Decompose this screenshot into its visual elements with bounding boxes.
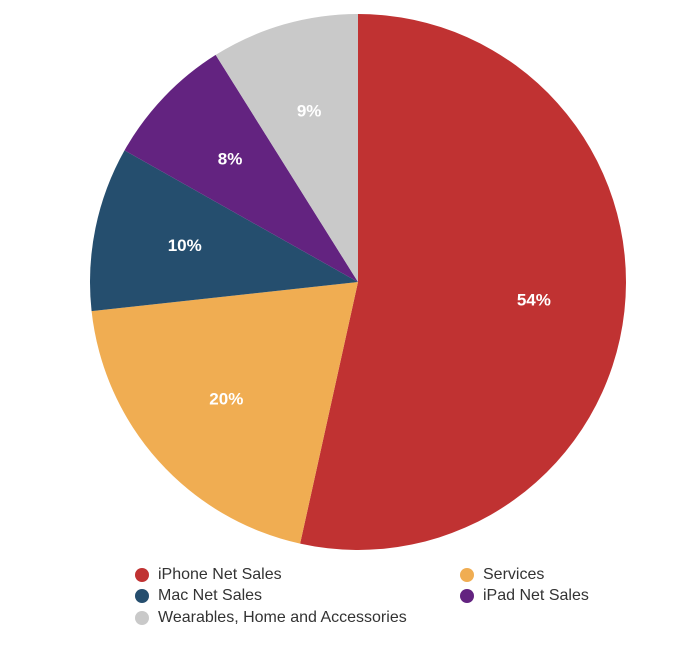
legend-label-services: Services <box>483 566 545 583</box>
pie-slice-services <box>91 282 358 544</box>
legend-item-mac-net-sales: Mac Net Sales <box>135 586 262 606</box>
pie-slice-label-ipad-net-sales: 8% <box>218 149 243 168</box>
pie-slice-iphone-net-sales <box>300 14 627 550</box>
legend-item-iphone-net-sales: iPhone Net Sales <box>135 565 282 585</box>
pie-slice-mac-net-sales <box>90 150 358 312</box>
legend-item-wearables-home-accessories: Wearables, Home and Accessories <box>135 608 407 628</box>
pie-slice-label-mac-net-sales: 10% <box>168 236 202 255</box>
chart-legend: iPhone Net Sales Services Mac Net Sales … <box>135 565 635 635</box>
pie-slice-label-iphone-net-sales: 54% <box>517 291 551 310</box>
legend-item-ipad-net-sales: iPad Net Sales <box>460 586 589 606</box>
pie-slice-wearables-home-and-accessories <box>215 14 358 282</box>
legend-label-wearables-home-accessories: Wearables, Home and Accessories <box>158 609 407 626</box>
legend-swatch-services <box>460 568 474 582</box>
pie-slices <box>90 14 627 550</box>
legend-swatch-mac-net-sales <box>135 589 149 603</box>
legend-label-ipad-net-sales: iPad Net Sales <box>483 587 589 604</box>
pie-slice-labels: 54% 20% 10% 8% 9% <box>168 101 551 408</box>
legend-item-services: Services <box>460 565 544 585</box>
pie-slice-ipad-net-sales <box>124 54 358 282</box>
pie-slice-label-wearables-home-and-accessories: 9% <box>297 101 322 120</box>
legend-label-iphone-net-sales: iPhone Net Sales <box>158 566 282 583</box>
legend-swatch-wearables-home-accessories <box>135 611 149 625</box>
legend-swatch-iphone-net-sales <box>135 568 149 582</box>
pie-slice-label-services: 20% <box>209 390 243 409</box>
legend-label-mac-net-sales: Mac Net Sales <box>158 587 263 604</box>
pie-chart: 54% 20% 10% 8% 9% <box>90 14 627 550</box>
legend-swatch-ipad-net-sales <box>460 589 474 603</box>
